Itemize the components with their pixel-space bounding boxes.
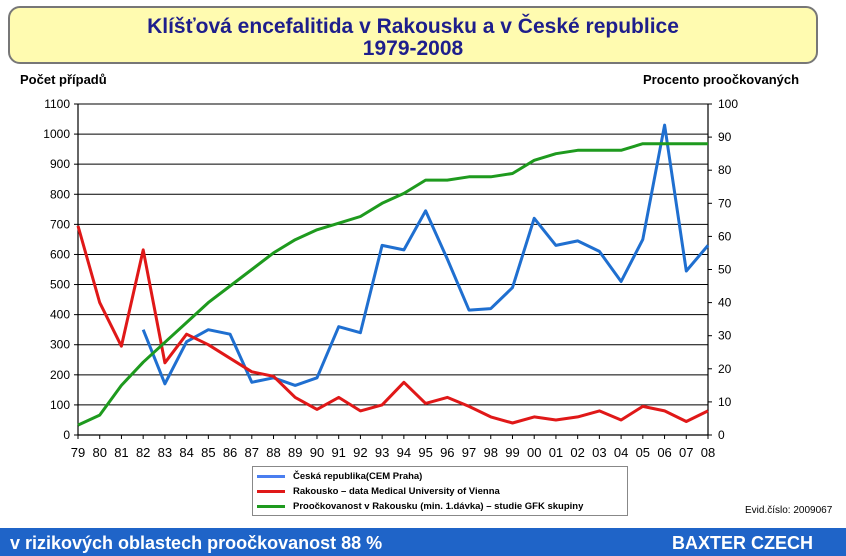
left-tick-label-1000: 1000 [43, 127, 70, 141]
x-tick-label-99: 99 [505, 445, 519, 460]
x-tick-label-98: 98 [484, 445, 498, 460]
legend-item-vacc: Proočkovanost v Rakousku (min. 1.dávka) … [257, 499, 623, 514]
left-tick-label-800: 800 [50, 187, 70, 201]
legend-label-cz: Česká republika(CEM Praha) [293, 471, 423, 482]
x-tick-label-84: 84 [179, 445, 193, 460]
x-tick-label-79: 79 [71, 445, 85, 460]
x-tick-label-06: 06 [657, 445, 671, 460]
chart-subtitle: 1979-2008 [362, 37, 464, 60]
legend-swatch-vacc [257, 505, 285, 508]
legend: Česká republika(CEM Praha) Rakousko – da… [252, 466, 628, 516]
x-tick-label-87: 87 [245, 445, 259, 460]
series-line-2 [77, 142, 708, 427]
x-tick-label-94: 94 [397, 445, 411, 460]
x-tick-label-04: 04 [614, 445, 628, 460]
x-tick-label-89: 89 [288, 445, 302, 460]
legend-swatch-at [257, 490, 285, 493]
footer-text: v rizikových oblastech proočkovanost 88 … [10, 533, 383, 553]
x-tick-label-83: 83 [158, 445, 172, 460]
left-tick-label-900: 900 [50, 157, 70, 171]
right-tick-label-60: 60 [718, 229, 732, 243]
left-axis-title: Počet případů [20, 72, 107, 87]
x-tick-label-97: 97 [462, 445, 476, 460]
x-tick-label-07: 07 [679, 445, 693, 460]
x-tick-label-92: 92 [353, 445, 367, 460]
right-tick-label-100: 100 [718, 97, 738, 111]
x-tick-label-93: 93 [375, 445, 389, 460]
x-tick-label-05: 05 [636, 445, 650, 460]
series-line-0 [141, 123, 710, 387]
chart-title: Klíšťová encefalitida v Rakousku a v Čes… [147, 15, 679, 38]
left-tick-label-400: 400 [50, 308, 70, 322]
left-tick-label-500: 500 [50, 278, 70, 292]
x-tick-label-86: 86 [223, 445, 237, 460]
x-tick-label-02: 02 [570, 445, 584, 460]
left-tick-label-300: 300 [50, 338, 70, 352]
chart-svg: 0100200300400500600700800900100011000102… [43, 97, 738, 460]
right-tick-label-50: 50 [718, 263, 732, 277]
x-tick-label-90: 90 [310, 445, 324, 460]
left-tick-label-0: 0 [63, 428, 70, 442]
right-tick-label-40: 40 [718, 296, 732, 310]
x-tick-label-08: 08 [701, 445, 715, 460]
x-tick-label-01: 01 [549, 445, 563, 460]
left-tick-label-200: 200 [50, 368, 70, 382]
x-tick-label-95: 95 [418, 445, 432, 460]
x-tick-label-85: 85 [201, 445, 215, 460]
legend-item-cz: Česká republika(CEM Praha) [257, 469, 623, 484]
x-tick-label-80: 80 [92, 445, 106, 460]
legend-label-vacc: Proočkovanost v Rakousku (min. 1.dávka) … [293, 501, 584, 512]
x-tick-label-03: 03 [592, 445, 606, 460]
right-tick-label-80: 80 [718, 163, 732, 177]
legend-label-at: Rakousko – data Medical University of Vi… [293, 486, 500, 497]
x-tick-label-96: 96 [440, 445, 454, 460]
footer-brand: BAXTER CZECH [672, 533, 814, 553]
right-tick-label-70: 70 [718, 196, 732, 210]
x-tick-label-81: 81 [114, 445, 128, 460]
legend-swatch-cz [257, 475, 285, 478]
right-tick-label-20: 20 [718, 362, 732, 376]
right-tick-label-90: 90 [718, 130, 732, 144]
evidence-number: Evid.číslo: 2009067 [745, 505, 833, 516]
x-tick-label-00: 00 [527, 445, 541, 460]
x-tick-label-91: 91 [331, 445, 345, 460]
left-tick-label-100: 100 [50, 398, 70, 412]
right-axis-title: Procento proočkovaných [643, 72, 800, 87]
left-tick-label-1100: 1100 [44, 97, 70, 111]
left-tick-label-700: 700 [50, 217, 70, 231]
x-tick-label-88: 88 [266, 445, 280, 460]
left-tick-label-600: 600 [50, 247, 70, 261]
legend-item-at: Rakousko – data Medical University of Vi… [257, 484, 623, 499]
right-tick-label-10: 10 [718, 395, 732, 409]
footer-bar: v rizikových oblastech proočkovanost 88 … [0, 528, 846, 556]
x-tick-label-82: 82 [136, 445, 150, 460]
series-line-1 [76, 225, 709, 425]
right-tick-label-0: 0 [718, 428, 725, 442]
right-tick-label-30: 30 [718, 329, 732, 343]
title-box: Klíšťová encefalitida v Rakousku a v Čes… [8, 6, 818, 64]
